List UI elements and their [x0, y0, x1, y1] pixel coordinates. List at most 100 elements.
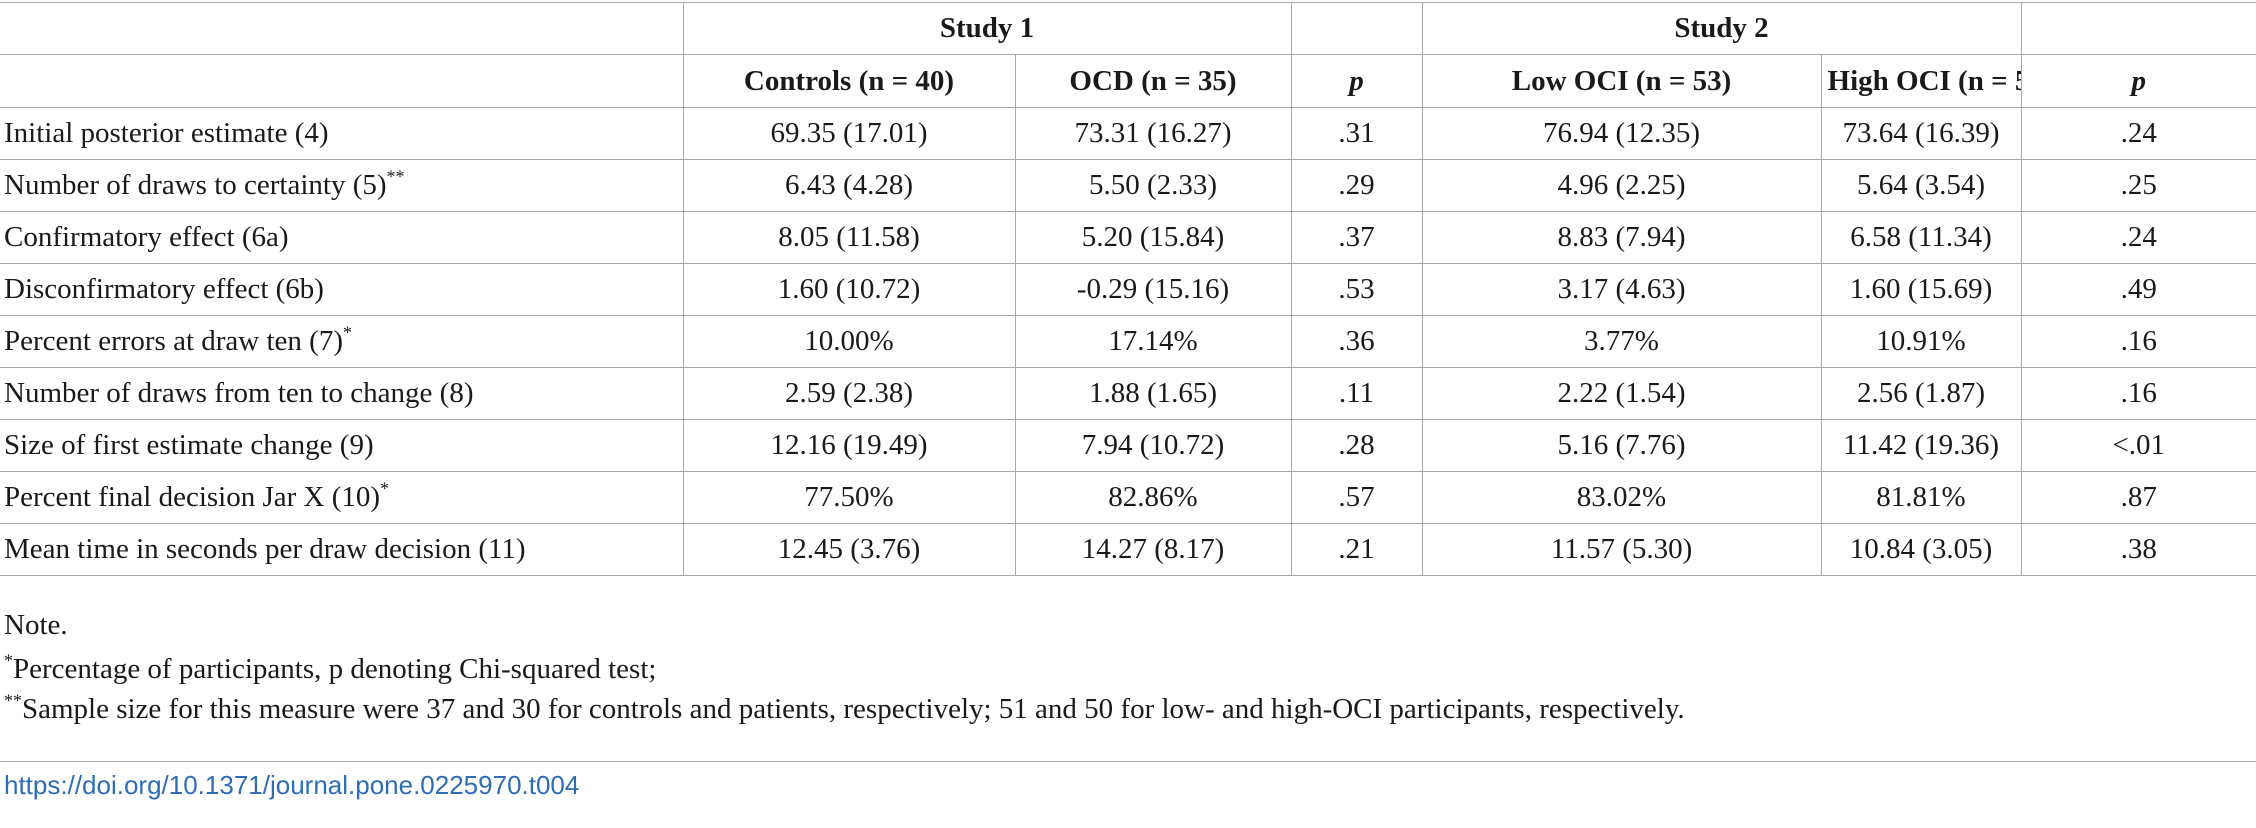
cell-high-oci: 81.81% — [1820, 471, 2022, 524]
results-table-container: Study 1 Study 2 Controls (n = 40) OCD (n… — [0, 2, 2256, 576]
cell-ocd: 17.14% — [1014, 315, 1292, 368]
cell-p-study1: .53 — [1290, 263, 1423, 316]
note-mark: * — [4, 650, 13, 671]
cell-p-study2: .16 — [2020, 315, 2256, 368]
note-mark: ** — [4, 690, 22, 711]
cell-low-oci: 83.02% — [1421, 471, 1822, 524]
note-text: Sample size for this measure were 37 and… — [21, 693, 1685, 725]
cell-low-oci: 8.83 (7.94) — [1421, 211, 1822, 264]
note-title: Note. — [4, 609, 68, 641]
cell-p-study1: .28 — [1290, 419, 1423, 472]
row-label: Initial posterior estimate (4) — [0, 107, 684, 160]
header-row-columns: Controls (n = 40) OCD (n = 35) p Low OCI… — [0, 54, 2256, 108]
cell-p-study1: .21 — [1290, 523, 1423, 576]
cell-low-oci: 76.94 (12.35) — [1421, 107, 1822, 160]
cell-high-oci: 11.42 (19.36) — [1820, 419, 2022, 472]
cell-ocd: 5.50 (2.33) — [1014, 159, 1292, 212]
header-blank-cell — [0, 2, 684, 55]
cell-p-study1: .57 — [1290, 471, 1423, 524]
cell-p-study1: .36 — [1290, 315, 1423, 368]
cell-p-study2: .24 — [2020, 211, 2256, 264]
row-label: Size of first estimate change (9) — [0, 419, 684, 472]
note-item: **Sample size for this measure were 37 a… — [4, 689, 1685, 729]
row-label-text: Size of first estimate change (9) — [4, 429, 374, 461]
header-blank-cell — [0, 54, 684, 108]
cell-p-study2: .49 — [2020, 263, 2256, 316]
cell-ocd: 7.94 (10.72) — [1014, 419, 1292, 472]
row-label: Disconfirmatory effect (6b) — [0, 263, 684, 316]
cell-high-oci: 2.56 (1.87) — [1820, 367, 2022, 420]
row-label: Number of draws from ten to change (8) — [0, 367, 684, 420]
row-label: Number of draws to certainty (5)** — [0, 159, 684, 212]
cell-controls: 2.59 (2.38) — [682, 367, 1016, 420]
header-blank-cell — [2020, 2, 2256, 55]
study2-header: Study 2 — [1421, 2, 2022, 55]
cell-controls: 1.60 (10.72) — [682, 263, 1016, 316]
row-label: Percent final decision Jar X (10)* — [0, 471, 684, 524]
study1-header: Study 1 — [682, 2, 1292, 55]
doi-link[interactable]: https://doi.org/10.1371/journal.pone.022… — [4, 770, 580, 800]
row-label: Mean time in seconds per draw decision (… — [0, 523, 684, 576]
table-row: Disconfirmatory effect (6b) 1.60 (10.72) -… — [0, 263, 2256, 316]
column-header-p-study1: p — [1290, 54, 1423, 108]
row-label-text: Number of draws from ten to change (8) — [4, 377, 474, 409]
cell-low-oci: 2.22 (1.54) — [1421, 367, 1822, 420]
cell-p-study1: .11 — [1290, 367, 1423, 420]
row-label: Percent errors at draw ten (7)* — [0, 315, 684, 368]
cell-controls: 8.05 (11.58) — [682, 211, 1016, 264]
cell-low-oci: 3.17 (4.63) — [1421, 263, 1822, 316]
header-blank-cell — [1290, 2, 1423, 55]
row-label-text: Percent errors at draw ten (7) — [4, 325, 343, 357]
cell-ocd: 5.20 (15.84) — [1014, 211, 1292, 264]
cell-high-oci: 5.64 (3.54) — [1820, 159, 2022, 212]
table-row: Confirmatory effect (6a) 8.05 (11.58) 5.20… — [0, 211, 2256, 264]
cell-high-oci: 73.64 (16.39) — [1820, 107, 2022, 160]
cell-controls: 77.50% — [682, 471, 1016, 524]
table-row: Percent errors at draw ten (7)* 10.00% 17.… — [0, 315, 2256, 368]
table-notes: Note. *Percentage of participants, p den… — [4, 605, 1685, 729]
row-label-text: Disconfirmatory effect (6b) — [4, 273, 324, 305]
cell-high-oci: 6.58 (11.34) — [1820, 211, 2022, 264]
table-row: Size of first estimate change (9) 12.16 (… — [0, 419, 2256, 472]
note-text: Percentage of participants, p denoting C… — [12, 653, 657, 685]
column-header-controls: Controls (n = 40) — [682, 54, 1016, 108]
table-row: Mean time in seconds per draw decision (… — [0, 523, 2256, 576]
cell-low-oci: 3.77% — [1421, 315, 1822, 368]
table-row: Initial posterior estimate (4) 69.35 (17.… — [0, 107, 2256, 160]
cell-controls: 6.43 (4.28) — [682, 159, 1016, 212]
note-item: *Percentage of participants, p denoting … — [4, 649, 1685, 689]
cell-p-study2: .38 — [2020, 523, 2256, 576]
cell-ocd: -0.29 (15.16) — [1014, 263, 1292, 316]
cell-p-study2: .87 — [2020, 471, 2256, 524]
row-label-footnote-mark: ** — [386, 166, 405, 187]
cell-controls: 10.00% — [682, 315, 1016, 368]
cell-ocd: 14.27 (8.17) — [1014, 523, 1292, 576]
cell-high-oci: 10.91% — [1820, 315, 2022, 368]
cell-p-study2: .24 — [2020, 107, 2256, 160]
cell-p-study1: .29 — [1290, 159, 1423, 212]
column-header-high-oci: High OCI (n = 55) — [1820, 54, 2022, 108]
row-label-text: Confirmatory effect (6a) — [4, 221, 289, 253]
bottom-rule — [0, 761, 2256, 762]
cell-ocd: 73.31 (16.27) — [1014, 107, 1292, 160]
cell-ocd: 82.86% — [1014, 471, 1292, 524]
column-header-low-oci: Low OCI (n = 53) — [1421, 54, 1822, 108]
column-header-p-study2: p — [2020, 54, 2256, 108]
row-label-text: Initial posterior estimate (4) — [4, 117, 329, 149]
cell-p-study2: <.01 — [2020, 419, 2256, 472]
table-row: Percent final decision Jar X (10)* 77.50%… — [0, 471, 2256, 524]
row-label-footnote-mark: * — [342, 322, 352, 343]
table-row: Number of draws to certainty (5)** 6.43 (… — [0, 159, 2256, 212]
cell-controls: 12.16 (19.49) — [682, 419, 1016, 472]
cell-high-oci: 1.60 (15.69) — [1820, 263, 2022, 316]
cell-p-study2: .25 — [2020, 159, 2256, 212]
cell-low-oci: 4.96 (2.25) — [1421, 159, 1822, 212]
cell-low-oci: 11.57 (5.30) — [1421, 523, 1822, 576]
row-label: Confirmatory effect (6a) — [0, 211, 684, 264]
row-label-text: Percent final decision Jar X (10) — [4, 481, 381, 513]
results-table: Study 1 Study 2 Controls (n = 40) OCD (n… — [0, 2, 2256, 576]
cell-ocd: 1.88 (1.65) — [1014, 367, 1292, 420]
cell-p-study2: .16 — [2020, 367, 2256, 420]
cell-p-study1: .31 — [1290, 107, 1423, 160]
cell-low-oci: 5.16 (7.76) — [1421, 419, 1822, 472]
